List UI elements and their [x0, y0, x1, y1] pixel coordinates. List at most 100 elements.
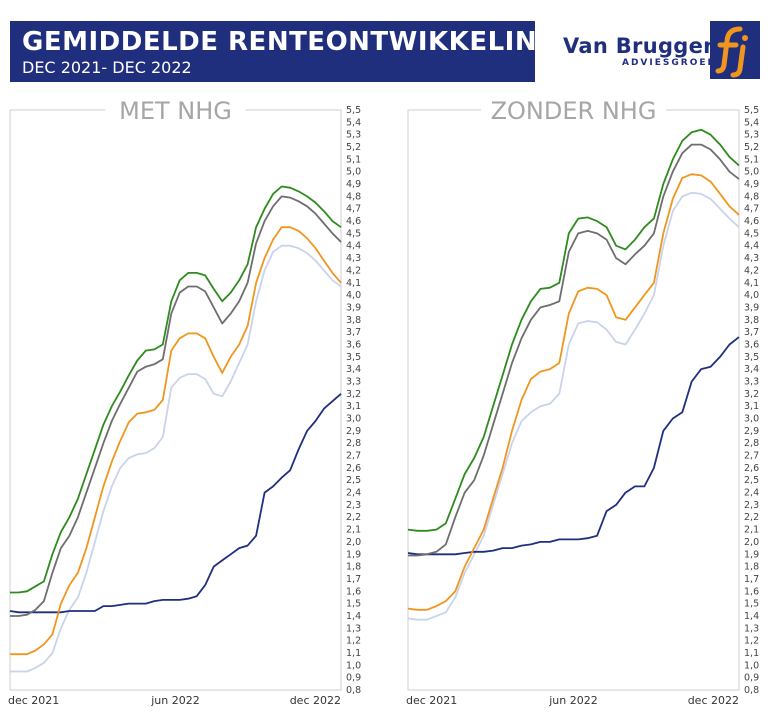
y-tick-label: 3,3 — [346, 376, 361, 387]
y-tick-label: 5,5 — [744, 105, 759, 116]
y-tick-label: 1,6 — [744, 586, 759, 597]
y-tick-label: 3,6 — [346, 339, 361, 350]
y-tick-label: 5,1 — [744, 154, 759, 165]
y-tick-label: 5,1 — [346, 154, 361, 165]
x-tick-label: dec 2021 — [406, 694, 457, 707]
y-tick-label: 3,2 — [744, 389, 759, 400]
y-tick-label: 2,0 — [744, 537, 759, 548]
y-tick-label: 4,2 — [744, 265, 759, 276]
y-tick-label: 5,4 — [346, 117, 361, 128]
y-tick-label: 1,0 — [744, 660, 759, 671]
chart-title-zonder-nhg: ZONDER NHG — [491, 97, 657, 125]
y-tick-label: 1,9 — [346, 549, 361, 560]
y-tick-label: 4,6 — [346, 216, 361, 227]
x-tick-label: dec 2022 — [290, 694, 341, 707]
y-tick-label: 4,8 — [346, 191, 361, 202]
chart-title-met-nhg: MET NHG — [119, 97, 232, 125]
y-tick-label: 1,0 — [346, 660, 361, 671]
y-tick-label: 2,3 — [346, 500, 361, 511]
y-tick-label: 2,3 — [744, 500, 759, 511]
y-tick-label: 5,0 — [346, 167, 361, 178]
series-orange-line-met-nhg — [10, 226, 342, 656]
series-light-line-zonder-nhg — [407, 191, 740, 621]
y-tick-label: 2,2 — [744, 512, 759, 523]
x-tick-label: dec 2022 — [688, 694, 739, 707]
series-green-line-met-nhg — [10, 185, 342, 594]
series-light-line-met-nhg — [10, 244, 342, 673]
series-gray-line-met-nhg — [10, 195, 342, 617]
y-tick-label: 3,1 — [744, 401, 759, 412]
y-tick-label: 2,1 — [744, 525, 759, 536]
y-tick-label: 3,5 — [346, 352, 361, 363]
logo-name: Van Bruggen — [563, 34, 719, 58]
y-tick-label: 4,8 — [744, 191, 759, 202]
page-title: GEMIDDELDE RENTEONTWIKKELING — [22, 27, 559, 57]
chart-frame-met-nhg — [9, 109, 342, 691]
y-tick-label: 3,2 — [346, 389, 361, 400]
x-tick-label: dec 2021 — [8, 694, 59, 707]
y-tick-label: 1,3 — [744, 623, 759, 634]
y-tick-label: 2,7 — [744, 451, 759, 462]
logo-subtitle: ADVIESGROEP — [622, 58, 717, 68]
y-tick-label: 3,4 — [744, 364, 759, 375]
series-gray-line-zonder-nhg — [408, 143, 740, 557]
y-tick-label: 2,8 — [346, 438, 361, 449]
x-tick-label: jun 2022 — [548, 694, 598, 707]
y-tick-label: 4,2 — [346, 265, 361, 276]
y-tick-label: 5,3 — [346, 130, 361, 141]
y-tick-label: 3,1 — [346, 401, 361, 412]
y-tick-label: 1,6 — [346, 586, 361, 597]
y-tick-label: 3,8 — [744, 315, 759, 326]
y-tick-label: 1,2 — [346, 636, 361, 647]
y-tick-label: 4,7 — [346, 204, 361, 215]
y-tick-label: 1,7 — [744, 574, 759, 585]
y-tick-label: 4,7 — [744, 204, 759, 215]
y-tick-label: 4,1 — [346, 278, 361, 289]
y-tick-label: 1,5 — [744, 599, 759, 610]
y-tick-label: 2,5 — [346, 475, 361, 486]
y-tick-label: 4,5 — [744, 228, 759, 239]
y-tick-label: 2,4 — [744, 488, 759, 499]
y-tick-label: 4,9 — [744, 179, 759, 190]
y-tick-label: 4,5 — [346, 228, 361, 239]
y-tick-label: 4,0 — [744, 290, 759, 301]
y-tick-label: 5,0 — [744, 167, 759, 178]
chart-frame-zonder-nhg — [407, 109, 740, 691]
y-tick-label: 3,7 — [744, 327, 759, 338]
y-tick-label: 4,3 — [346, 253, 361, 264]
y-tick-label: 0,9 — [744, 673, 759, 684]
y-tick-label: 0,9 — [346, 673, 361, 684]
series-navy-line-zonder-nhg — [407, 336, 740, 556]
y-tick-label: 3,3 — [744, 376, 759, 387]
y-tick-label: 4,4 — [346, 241, 361, 252]
y-tick-label: 1,9 — [744, 549, 759, 560]
y-tick-label: 4,9 — [346, 179, 361, 190]
y-tick-label: 5,4 — [744, 117, 759, 128]
y-tick-label: 4,0 — [346, 290, 361, 301]
y-tick-label: 2,1 — [346, 525, 361, 536]
y-tick-label: 1,3 — [346, 623, 361, 634]
page-subtitle: DEC 2021- DEC 2022 — [22, 58, 192, 77]
x-tick-label: jun 2022 — [150, 694, 200, 707]
y-tick-label: 1,1 — [744, 648, 759, 659]
y-tick-label: 3,8 — [346, 315, 361, 326]
fj-logo-icon — [710, 21, 760, 79]
y-tick-label: 4,6 — [744, 216, 759, 227]
y-tick-label: 1,8 — [346, 562, 361, 573]
y-tick-label: 0,8 — [346, 685, 361, 696]
y-tick-label: 2,7 — [346, 451, 361, 462]
y-tick-label: 2,9 — [346, 426, 361, 437]
y-tick-label: 2,0 — [346, 537, 361, 548]
y-tick-label: 2,8 — [744, 438, 759, 449]
y-tick-label: 3,4 — [346, 364, 361, 375]
y-tick-label: 1,1 — [346, 648, 361, 659]
y-tick-label: 2,4 — [346, 488, 361, 499]
y-tick-label: 3,0 — [744, 414, 759, 425]
y-tick-label: 1,4 — [744, 611, 759, 622]
y-tick-label: 4,4 — [744, 241, 759, 252]
series-orange-line-zonder-nhg — [407, 173, 740, 611]
y-tick-label: 1,4 — [346, 611, 361, 622]
y-tick-label: 1,7 — [346, 574, 361, 585]
y-tick-label: 1,2 — [744, 636, 759, 647]
